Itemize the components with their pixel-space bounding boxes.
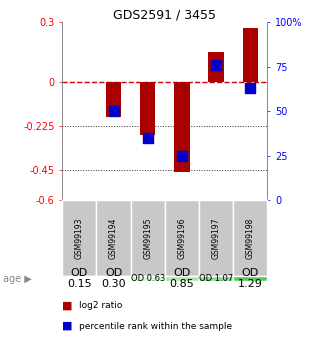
Text: ■: ■ bbox=[62, 300, 73, 310]
Point bbox=[214, 62, 219, 68]
Title: GDS2591 / 3455: GDS2591 / 3455 bbox=[113, 8, 216, 21]
Text: age ▶: age ▶ bbox=[3, 274, 32, 284]
Bar bbox=[106, 82, 121, 117]
Bar bbox=[174, 82, 190, 172]
Text: GSM99196: GSM99196 bbox=[178, 217, 186, 259]
Text: OD
0.15: OD 0.15 bbox=[67, 268, 92, 289]
Bar bbox=[140, 82, 156, 135]
Text: percentile rank within the sample: percentile rank within the sample bbox=[79, 322, 232, 331]
Bar bbox=[208, 52, 224, 82]
Text: OD
0.85: OD 0.85 bbox=[169, 268, 194, 289]
Point bbox=[145, 135, 150, 141]
Text: GSM99194: GSM99194 bbox=[109, 217, 118, 259]
Text: OD 0.63: OD 0.63 bbox=[131, 274, 165, 283]
Text: GSM99195: GSM99195 bbox=[143, 217, 152, 259]
Point bbox=[179, 153, 184, 158]
Text: ■: ■ bbox=[62, 321, 73, 331]
Bar bbox=[243, 28, 258, 82]
Text: OD
0.30: OD 0.30 bbox=[101, 268, 126, 289]
Text: OD 1.07: OD 1.07 bbox=[199, 274, 233, 283]
Point bbox=[111, 108, 116, 114]
Text: GSM99193: GSM99193 bbox=[75, 217, 84, 259]
Text: GSM99198: GSM99198 bbox=[246, 217, 255, 259]
Text: log2 ratio: log2 ratio bbox=[79, 301, 123, 310]
Text: OD
1.29: OD 1.29 bbox=[238, 268, 263, 289]
Text: GSM99197: GSM99197 bbox=[212, 217, 220, 259]
Point bbox=[248, 86, 253, 91]
